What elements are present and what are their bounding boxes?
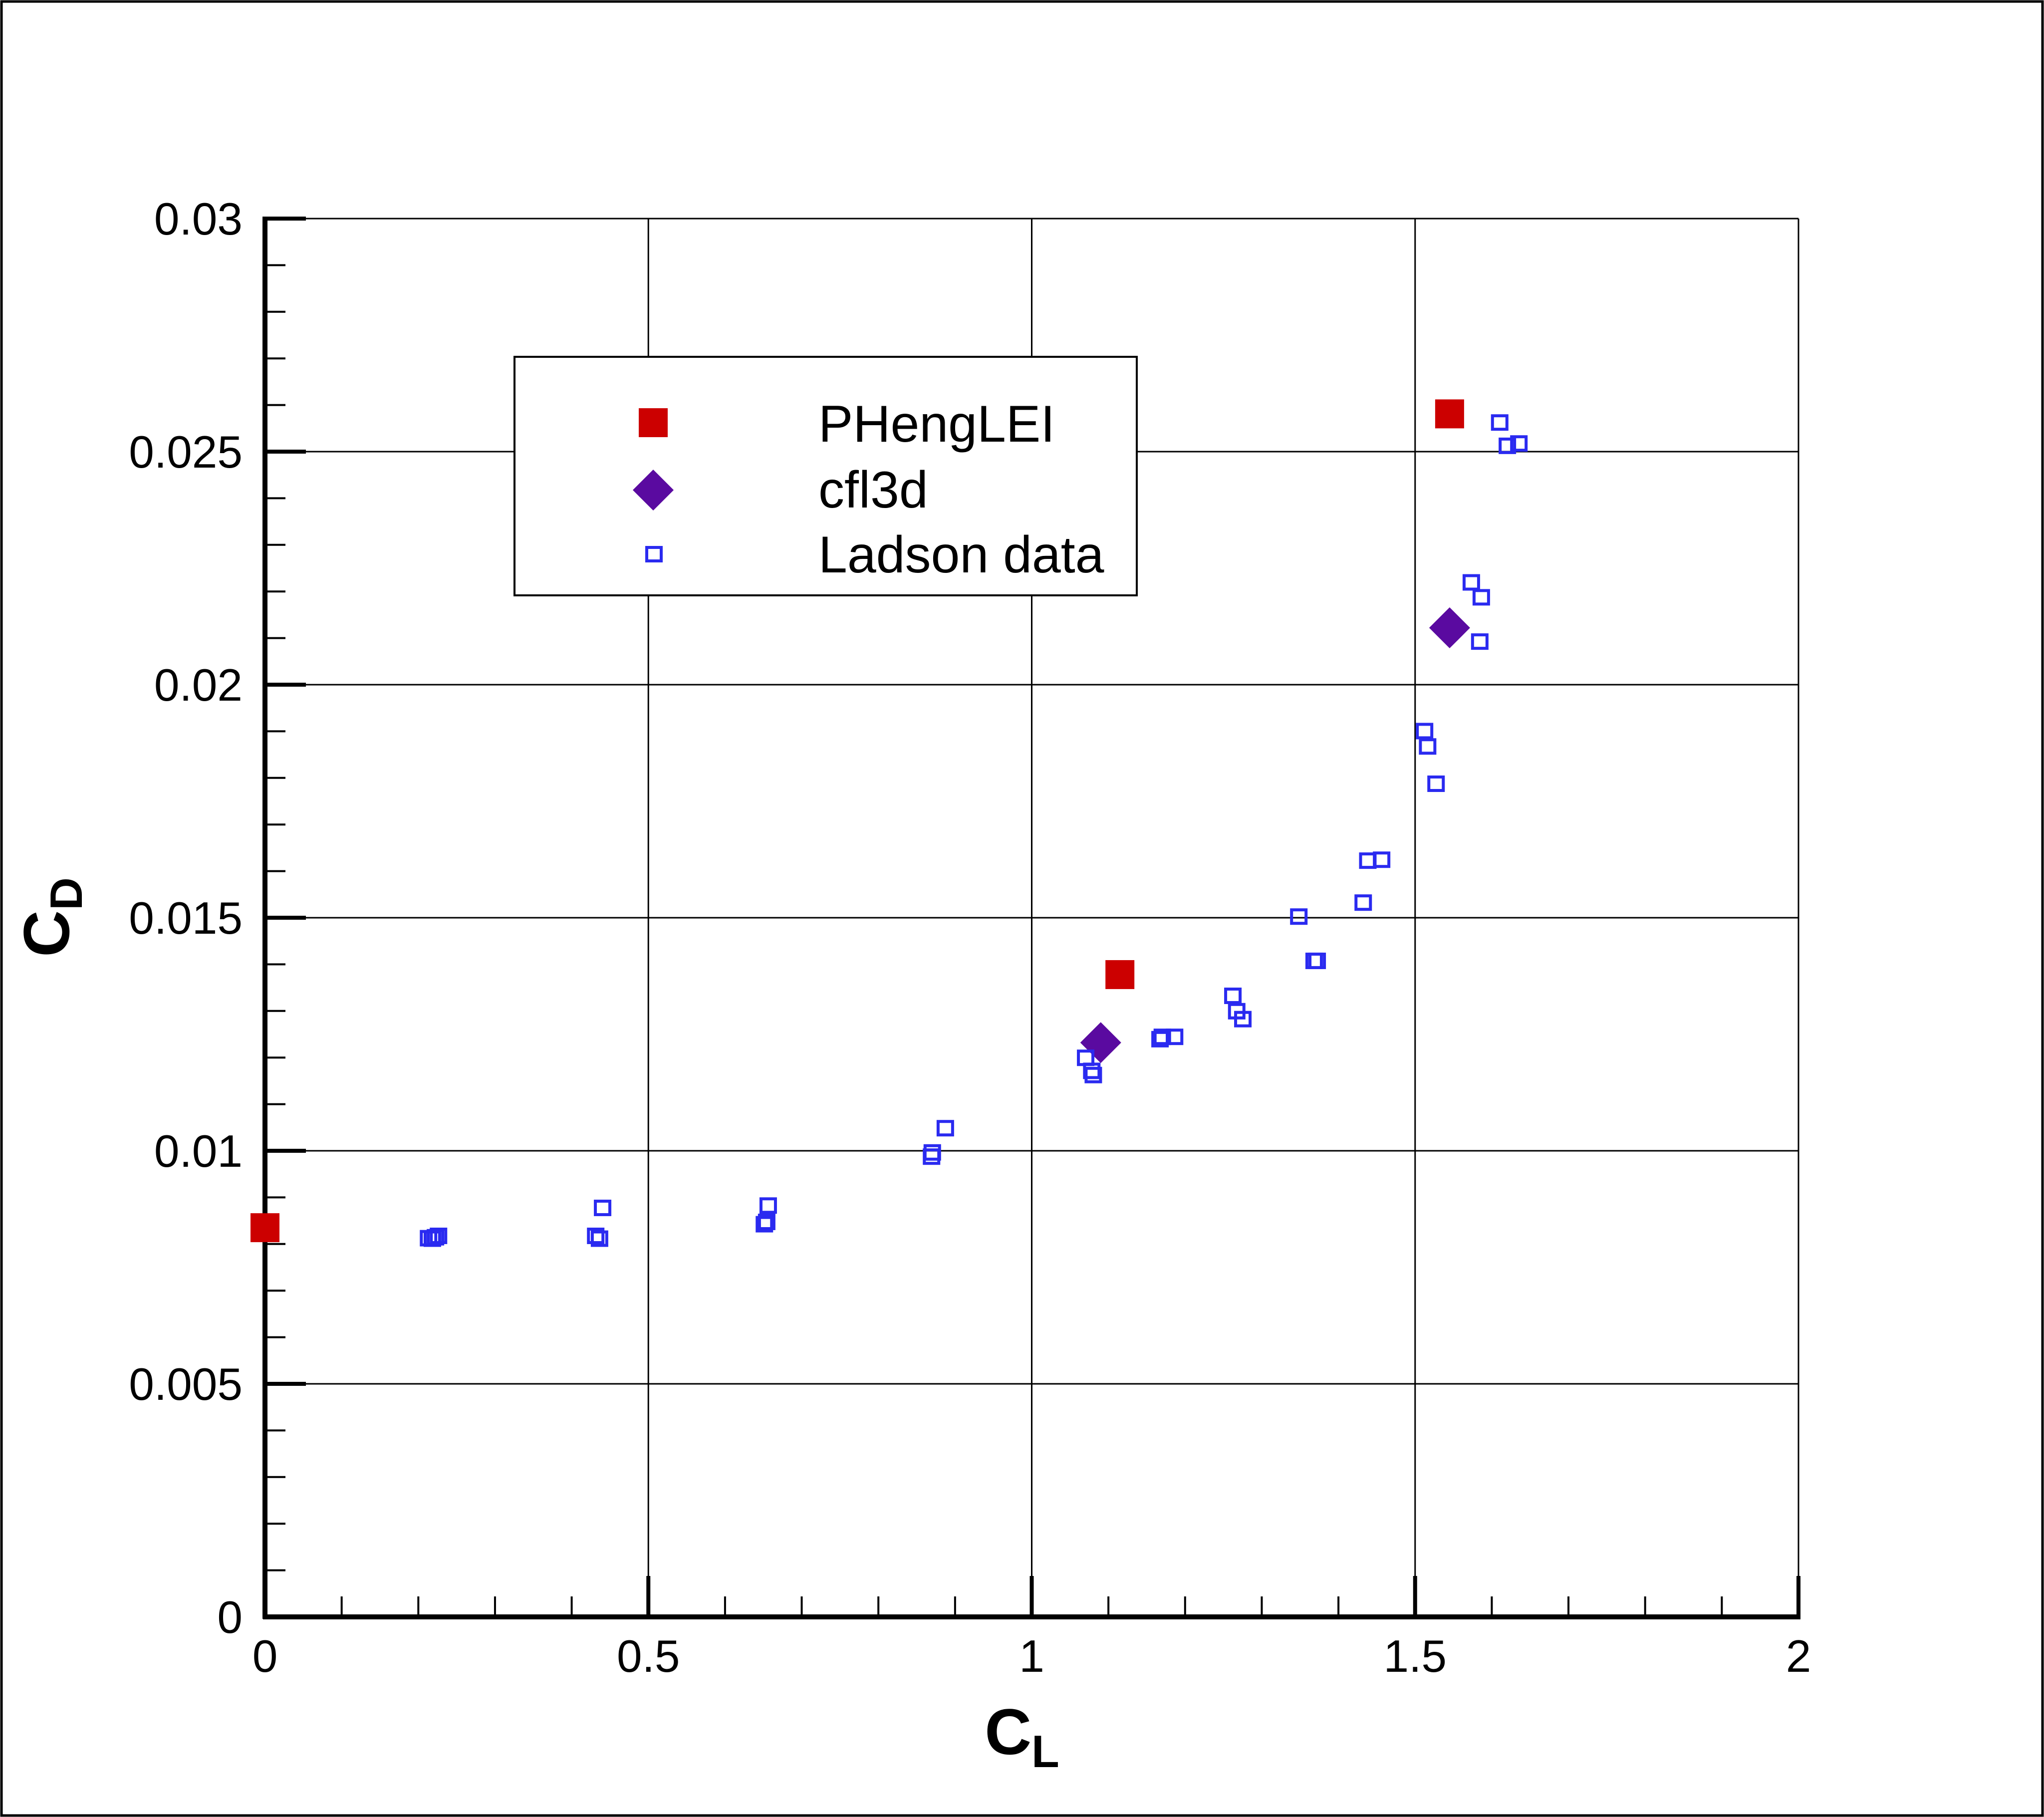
point-ladson-data	[1419, 738, 1437, 755]
x-axis-title: CL	[985, 1695, 1059, 1777]
point-ladson-data	[1153, 1029, 1171, 1045]
y-axis-title-sub: D	[41, 877, 92, 910]
point-ladson-data	[1462, 574, 1480, 591]
point-ladson-data	[1354, 894, 1372, 911]
legend-label-cfl3d: cfl3d	[818, 461, 928, 519]
y-axis-title-main: C	[10, 910, 83, 957]
point-ladson-data	[1491, 414, 1509, 431]
legend-marker-ladson	[645, 546, 663, 562]
point-ladson-data	[936, 1120, 954, 1137]
point-ladson-data	[1166, 1029, 1184, 1045]
x-tick-label: 1.5	[1383, 1631, 1447, 1682]
point-ladson-data	[758, 1213, 775, 1230]
point-ladson-data	[590, 1230, 608, 1247]
point-ladson-data	[1290, 908, 1308, 925]
data-points	[251, 399, 1528, 1247]
legend-box	[513, 356, 1138, 596]
legend-label-phenglei: PHengLEI	[818, 395, 1055, 453]
point-ladson-data	[1234, 1011, 1252, 1028]
point-ladson-data	[1499, 437, 1517, 454]
y-tick-label: 0.02	[154, 660, 243, 711]
point-ladson-data	[1308, 952, 1326, 969]
legend-marker-cfl3d	[633, 470, 674, 511]
legend-marker-phenglei	[639, 408, 668, 437]
point-cfl3d	[1429, 607, 1470, 649]
point-ladson-data	[1471, 633, 1489, 650]
point-phenglei	[1435, 399, 1464, 429]
x-axis-title-main: C	[985, 1695, 1031, 1768]
point-phenglei	[251, 1213, 279, 1243]
x-tick-label: 1	[1019, 1631, 1044, 1682]
point-ladson-data	[423, 1230, 441, 1247]
x-tick-label: 0	[253, 1631, 278, 1682]
x-tick-label: 2	[1786, 1631, 1811, 1682]
point-ladson-data	[1472, 589, 1490, 606]
y-tick-label: 0.025	[129, 427, 243, 478]
legend-label-ladson: Ladson data	[818, 526, 1104, 584]
legend: PHengLEI cfl3d Ladson data	[513, 356, 1138, 596]
y-tick-label: 0.03	[154, 194, 243, 245]
point-ladson-data	[1510, 435, 1528, 452]
point-ladson-data	[587, 1227, 605, 1244]
point-ladson-data	[1373, 851, 1391, 868]
point-ladson-data	[1416, 723, 1434, 740]
y-tick-label: 0.005	[129, 1359, 243, 1410]
x-axis-title-sub: L	[1031, 1727, 1059, 1777]
point-ladson-data	[1084, 1066, 1102, 1083]
point-ladson-data	[1427, 776, 1445, 792]
point-ladson-data	[759, 1197, 777, 1214]
tick-labels: 0 0.5 1 1.5 2 0 0.005 0.01 0.015 0.02 0.025 0.03	[129, 194, 1811, 1682]
y-axis-title: CD	[10, 877, 92, 957]
point-ladson-data	[1083, 1062, 1101, 1079]
point-ladson-data	[594, 1199, 612, 1216]
y-tick-label: 0	[217, 1592, 243, 1643]
axes	[262, 217, 1800, 1619]
point-phenglei	[1105, 960, 1135, 989]
point-ladson-data	[923, 1144, 941, 1161]
x-tick-label: 0.5	[617, 1631, 680, 1682]
point-cfl3d	[1080, 1022, 1121, 1063]
y-tick-label: 0.015	[129, 893, 243, 944]
point-ladson-data	[756, 1216, 773, 1233]
point-ladson-data	[1224, 987, 1242, 1004]
y-tick-label: 0.01	[154, 1126, 243, 1177]
